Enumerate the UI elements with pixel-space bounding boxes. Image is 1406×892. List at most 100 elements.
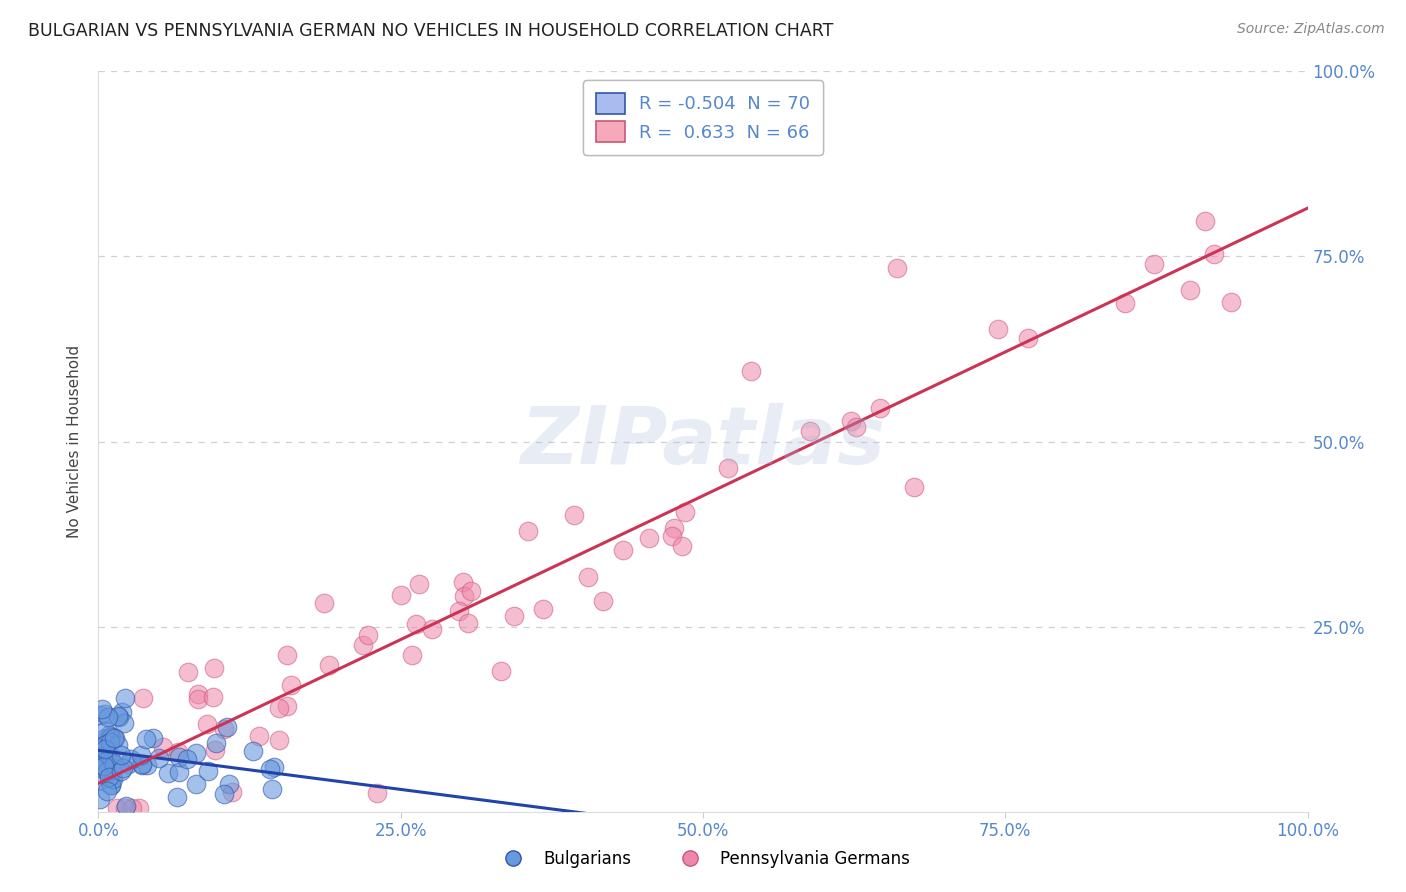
Point [187,687,209,701]
Point [101,772,124,786]
Point [111,761,134,775]
Point [839,414,862,428]
Point [93,754,115,768]
Point [121,801,143,815]
Point [312,596,335,610]
Point [259,763,281,777]
Point [318,657,340,672]
Point [148,751,170,765]
Point [131,747,153,762]
Point [93,741,115,756]
Point [215,720,238,734]
Point [612,542,634,557]
Point [89,756,111,770]
Point [112,715,135,730]
Point [132,690,155,705]
Point [352,638,374,652]
Point [89,791,111,805]
Point [177,665,200,680]
Point [592,594,614,608]
Point [98,730,121,744]
Point [166,789,188,804]
Point [100,778,122,792]
Point [111,705,134,719]
Point [218,776,240,790]
Point [517,524,540,538]
Point [167,765,190,780]
Point [89,772,111,787]
Point [136,758,159,772]
Point [98,770,121,784]
Point [186,777,208,791]
Point [204,736,226,750]
Point [97,749,120,764]
Point [212,723,235,737]
Point [167,750,190,764]
Point [531,602,554,616]
Point [108,710,131,724]
Point [366,786,388,800]
Point [457,615,479,630]
Point [1194,213,1216,227]
Point [94,724,117,739]
Point [186,746,208,760]
Point [247,730,270,744]
Point [202,690,225,705]
Point [98,734,121,748]
Point [267,732,290,747]
Point [103,731,125,746]
Point [91,731,114,746]
Point [661,528,683,542]
Point [101,771,124,785]
Point [204,743,226,757]
Point [671,539,693,553]
Point [96,764,118,779]
Point [389,588,412,602]
Point [131,757,153,772]
Point [280,678,302,692]
Point [89,708,111,723]
Point [114,801,136,815]
Point [269,701,291,715]
Point [869,401,891,416]
Point [503,608,526,623]
Point [673,505,696,519]
Point [357,628,380,642]
Point [135,732,157,747]
Point [740,364,762,378]
Point [105,801,128,815]
Point [453,589,475,603]
Point [110,764,132,778]
Point [447,604,470,618]
Point [1143,257,1166,271]
Point [131,757,153,772]
Text: Source: ZipAtlas.com: Source: ZipAtlas.com [1237,22,1385,37]
Point [799,424,821,438]
Point [114,691,136,706]
Point [460,584,482,599]
Point [717,460,740,475]
Point [886,261,908,276]
Point [276,648,298,662]
Point [987,322,1010,336]
Legend: Bulgarians, Pennsylvania Germans: Bulgarians, Pennsylvania Germans [489,844,917,875]
Point [405,617,427,632]
Point [156,766,179,780]
Point [142,731,165,745]
Point [662,521,685,535]
Point [197,764,219,779]
Point [91,738,114,752]
Point [100,778,122,792]
Point [166,745,188,759]
Point [263,759,285,773]
Point [104,731,127,745]
Point [195,717,218,731]
Point [187,691,209,706]
Point [1114,296,1136,310]
Point [101,756,124,770]
Point [845,419,868,434]
Text: ZIPatlas: ZIPatlas [520,402,886,481]
Point [96,747,118,761]
Point [117,757,139,772]
Point [120,752,142,766]
